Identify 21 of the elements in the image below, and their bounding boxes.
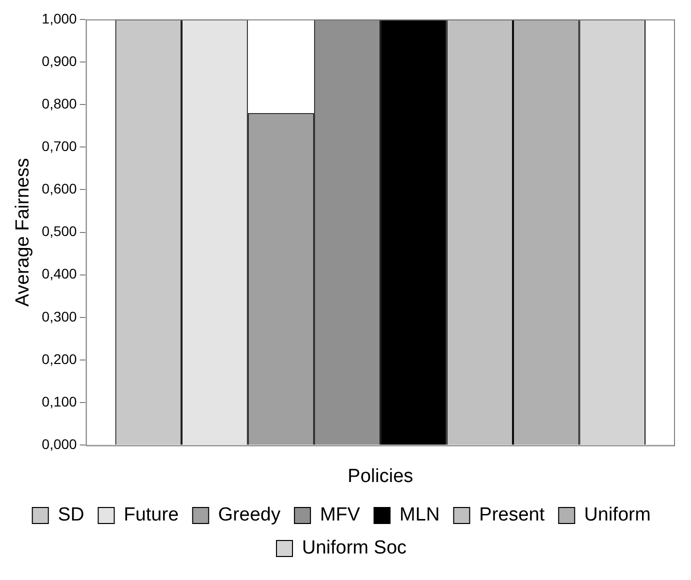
legend-label: Greedy (218, 504, 281, 526)
legend-label: Uniform Soc (302, 538, 407, 559)
y-axis-title: Average Fairness (12, 158, 34, 307)
y-tick-label: 0,200 (42, 350, 78, 367)
legend-label: MLN (400, 504, 440, 526)
y-tick-label: 0,900 (42, 52, 78, 69)
legend-label: SD (58, 504, 84, 526)
y-tick-label: 0,100 (42, 393, 78, 410)
y-tick-label: 0,300 (42, 308, 78, 324)
y-tick-label: 0,800 (42, 95, 78, 112)
x-axis-title: Policies (348, 466, 414, 487)
legend-label: MFV (320, 504, 360, 526)
y-tick-label: 0,500 (42, 223, 78, 240)
y-tick-label: 0,700 (42, 138, 78, 154)
y-tick-label: 1,000 (42, 10, 78, 26)
y-tick-label: 0,000 (42, 436, 78, 452)
legend-label: Present (479, 504, 546, 526)
legend-label: Uniform (584, 504, 651, 526)
y-tick-label: 0,600 (42, 180, 78, 197)
y-tick-label: 0,400 (42, 266, 78, 282)
legend-label: Future (124, 504, 179, 526)
